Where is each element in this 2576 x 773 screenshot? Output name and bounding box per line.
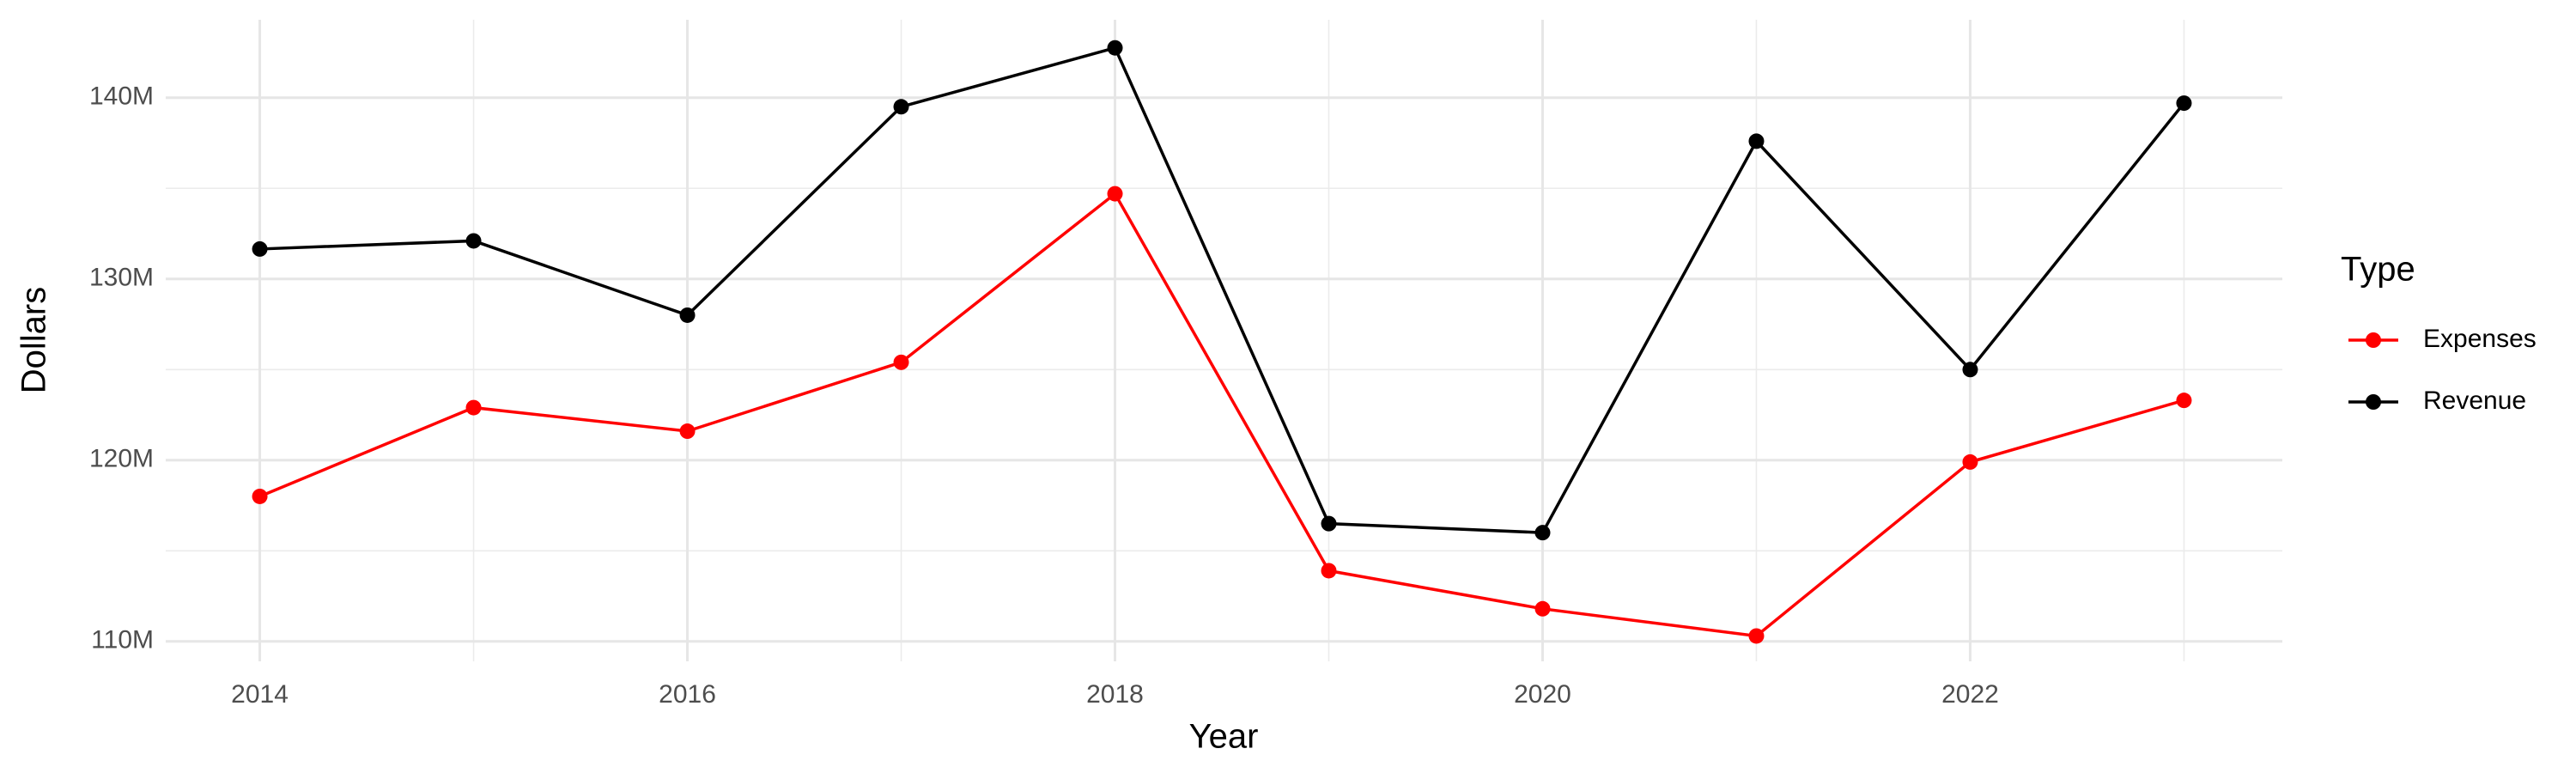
y-tick-label: 140M: [89, 82, 154, 111]
x-tick-label: 2020: [1514, 680, 1571, 709]
x-tick-label: 2022: [1941, 680, 1999, 709]
data-point: [893, 99, 909, 115]
data-point: [1748, 628, 1765, 644]
x-tick-label: 2016: [659, 680, 716, 709]
y-axis-title: Dollars: [15, 287, 53, 393]
data-point: [1107, 186, 1123, 202]
data-point: [1107, 40, 1123, 56]
y-tick-label: 110M: [91, 626, 154, 654]
data-point: [465, 399, 482, 416]
x-tick-label: 2018: [1086, 680, 1144, 709]
data-point: [1534, 525, 1551, 541]
legend-marker: [2366, 394, 2381, 410]
series-line: [258, 191, 2184, 638]
data-point: [2176, 393, 2192, 409]
data-point: [465, 233, 482, 249]
legend-marker: [2366, 332, 2381, 348]
data-point: [252, 240, 268, 257]
x-axis-title: Year: [1189, 718, 1259, 756]
data-point: [1748, 133, 1765, 149]
y-tick-label: 130M: [89, 264, 154, 292]
grid: [166, 20, 2282, 661]
data-point: [893, 354, 909, 370]
data-point: [1321, 563, 1337, 579]
data-point: [1962, 453, 1978, 470]
data-point: [2176, 95, 2192, 112]
plot-area: [252, 40, 2192, 644]
data-point: [679, 423, 696, 440]
data-point: [1534, 600, 1551, 617]
data-point: [1962, 362, 1978, 378]
data-point: [1321, 515, 1337, 532]
x-tick-label: 2014: [231, 680, 289, 709]
y-tick-label: 120M: [89, 445, 154, 473]
legend-title: Type: [2341, 251, 2415, 289]
legend-label: Expenses: [2423, 325, 2537, 353]
data-point: [679, 307, 696, 323]
series-line: [259, 46, 2185, 534]
legend-label: Revenue: [2423, 386, 2526, 415]
legend: Expenses Revenue: [2348, 325, 2537, 415]
data-point: [252, 488, 268, 504]
